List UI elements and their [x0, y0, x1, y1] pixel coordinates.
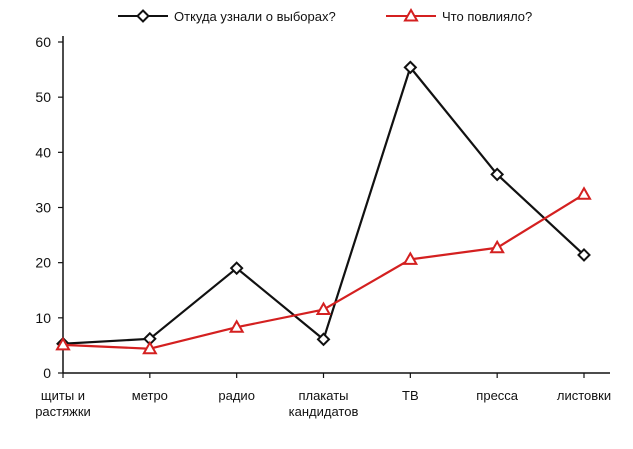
series-1	[56, 60, 591, 351]
x-tick-label: радио	[218, 388, 255, 403]
y-tick-label: 30	[35, 200, 51, 216]
data-point	[142, 340, 158, 355]
data-point	[576, 186, 592, 200]
y-tick-label: 50	[35, 89, 51, 105]
series-layer	[55, 60, 592, 355]
data-point	[402, 251, 419, 265]
series-2	[55, 186, 592, 355]
data-point	[228, 319, 245, 333]
data-point	[490, 167, 505, 182]
data-point	[316, 332, 331, 347]
data-point	[315, 301, 332, 316]
x-tick-label: ТВ	[402, 388, 419, 403]
data-point	[489, 239, 505, 254]
y-tick-label: 10	[35, 310, 51, 326]
x-tick-label: пресса	[476, 388, 518, 403]
legend-item: Откуда узнали о выборах?	[118, 9, 336, 24]
data-point	[229, 261, 244, 276]
y-tick-label: 60	[35, 34, 51, 50]
data-point	[577, 248, 591, 262]
series-line	[62, 193, 585, 350]
x-tick-label: плакаты кандидатов	[289, 388, 359, 419]
legend-item: Что повлияло?	[386, 7, 532, 24]
y-tick-label: 20	[35, 255, 51, 271]
y-tick-label: 40	[35, 144, 51, 160]
legend-label: Откуда узнали о выборах?	[174, 9, 336, 24]
legend-label: Что повлияло?	[442, 9, 532, 24]
y-tick-label: 0	[43, 365, 51, 381]
legend-marker	[403, 7, 419, 22]
legend-marker	[136, 9, 150, 23]
x-tick-label: щиты и растяжки	[35, 388, 91, 419]
axes: 0 10 20 30 40 50 60 щиты и растяжки метро радио пла…	[35, 34, 611, 419]
x-tick-label: метро	[132, 388, 168, 403]
legend: Откуда узнали о выборах? Что повлияло?	[118, 7, 532, 24]
data-point	[403, 60, 418, 75]
x-tick-label: листовки	[557, 388, 611, 403]
data-point	[55, 336, 71, 351]
